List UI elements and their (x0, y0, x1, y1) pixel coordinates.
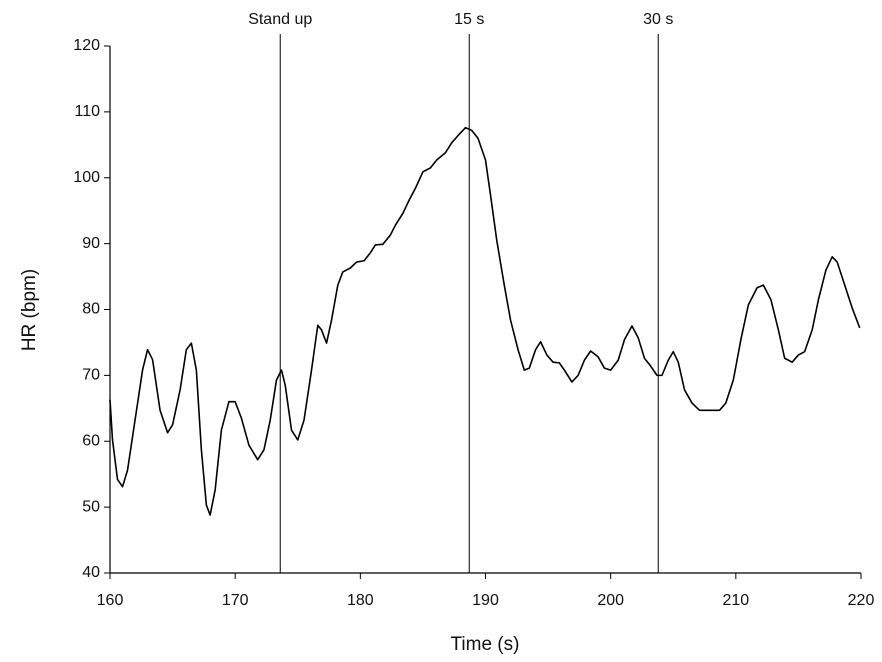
y-tick-label: 40 (82, 564, 100, 581)
event-label: Stand up (248, 11, 312, 28)
y-tick-label: 50 (82, 498, 100, 515)
x-tick-label: 180 (347, 592, 374, 609)
x-axis-title: Time (s) (451, 634, 520, 655)
x-tick-label: 210 (722, 592, 749, 609)
y-tick-label: 70 (82, 367, 100, 384)
event-label: 30 s (643, 11, 673, 28)
x-tick-label: 190 (472, 592, 499, 609)
y-tick-label: 110 (74, 103, 100, 120)
event-label: 15 s (454, 11, 484, 28)
y-tick-label: 100 (73, 169, 100, 186)
y-tick-label: 90 (82, 235, 100, 252)
x-tick-label: 200 (597, 592, 624, 609)
hr-line (109, 126, 861, 516)
x-tick-label: 160 (97, 592, 124, 609)
x-tick-label: 170 (222, 592, 249, 609)
y-tick-label: 60 (82, 432, 100, 449)
y-tick-label: 120 (73, 37, 100, 54)
y-axis-title: HR (bpm) (19, 269, 40, 351)
x-tick-label: 220 (848, 592, 875, 609)
y-tick-label: 80 (82, 301, 100, 318)
